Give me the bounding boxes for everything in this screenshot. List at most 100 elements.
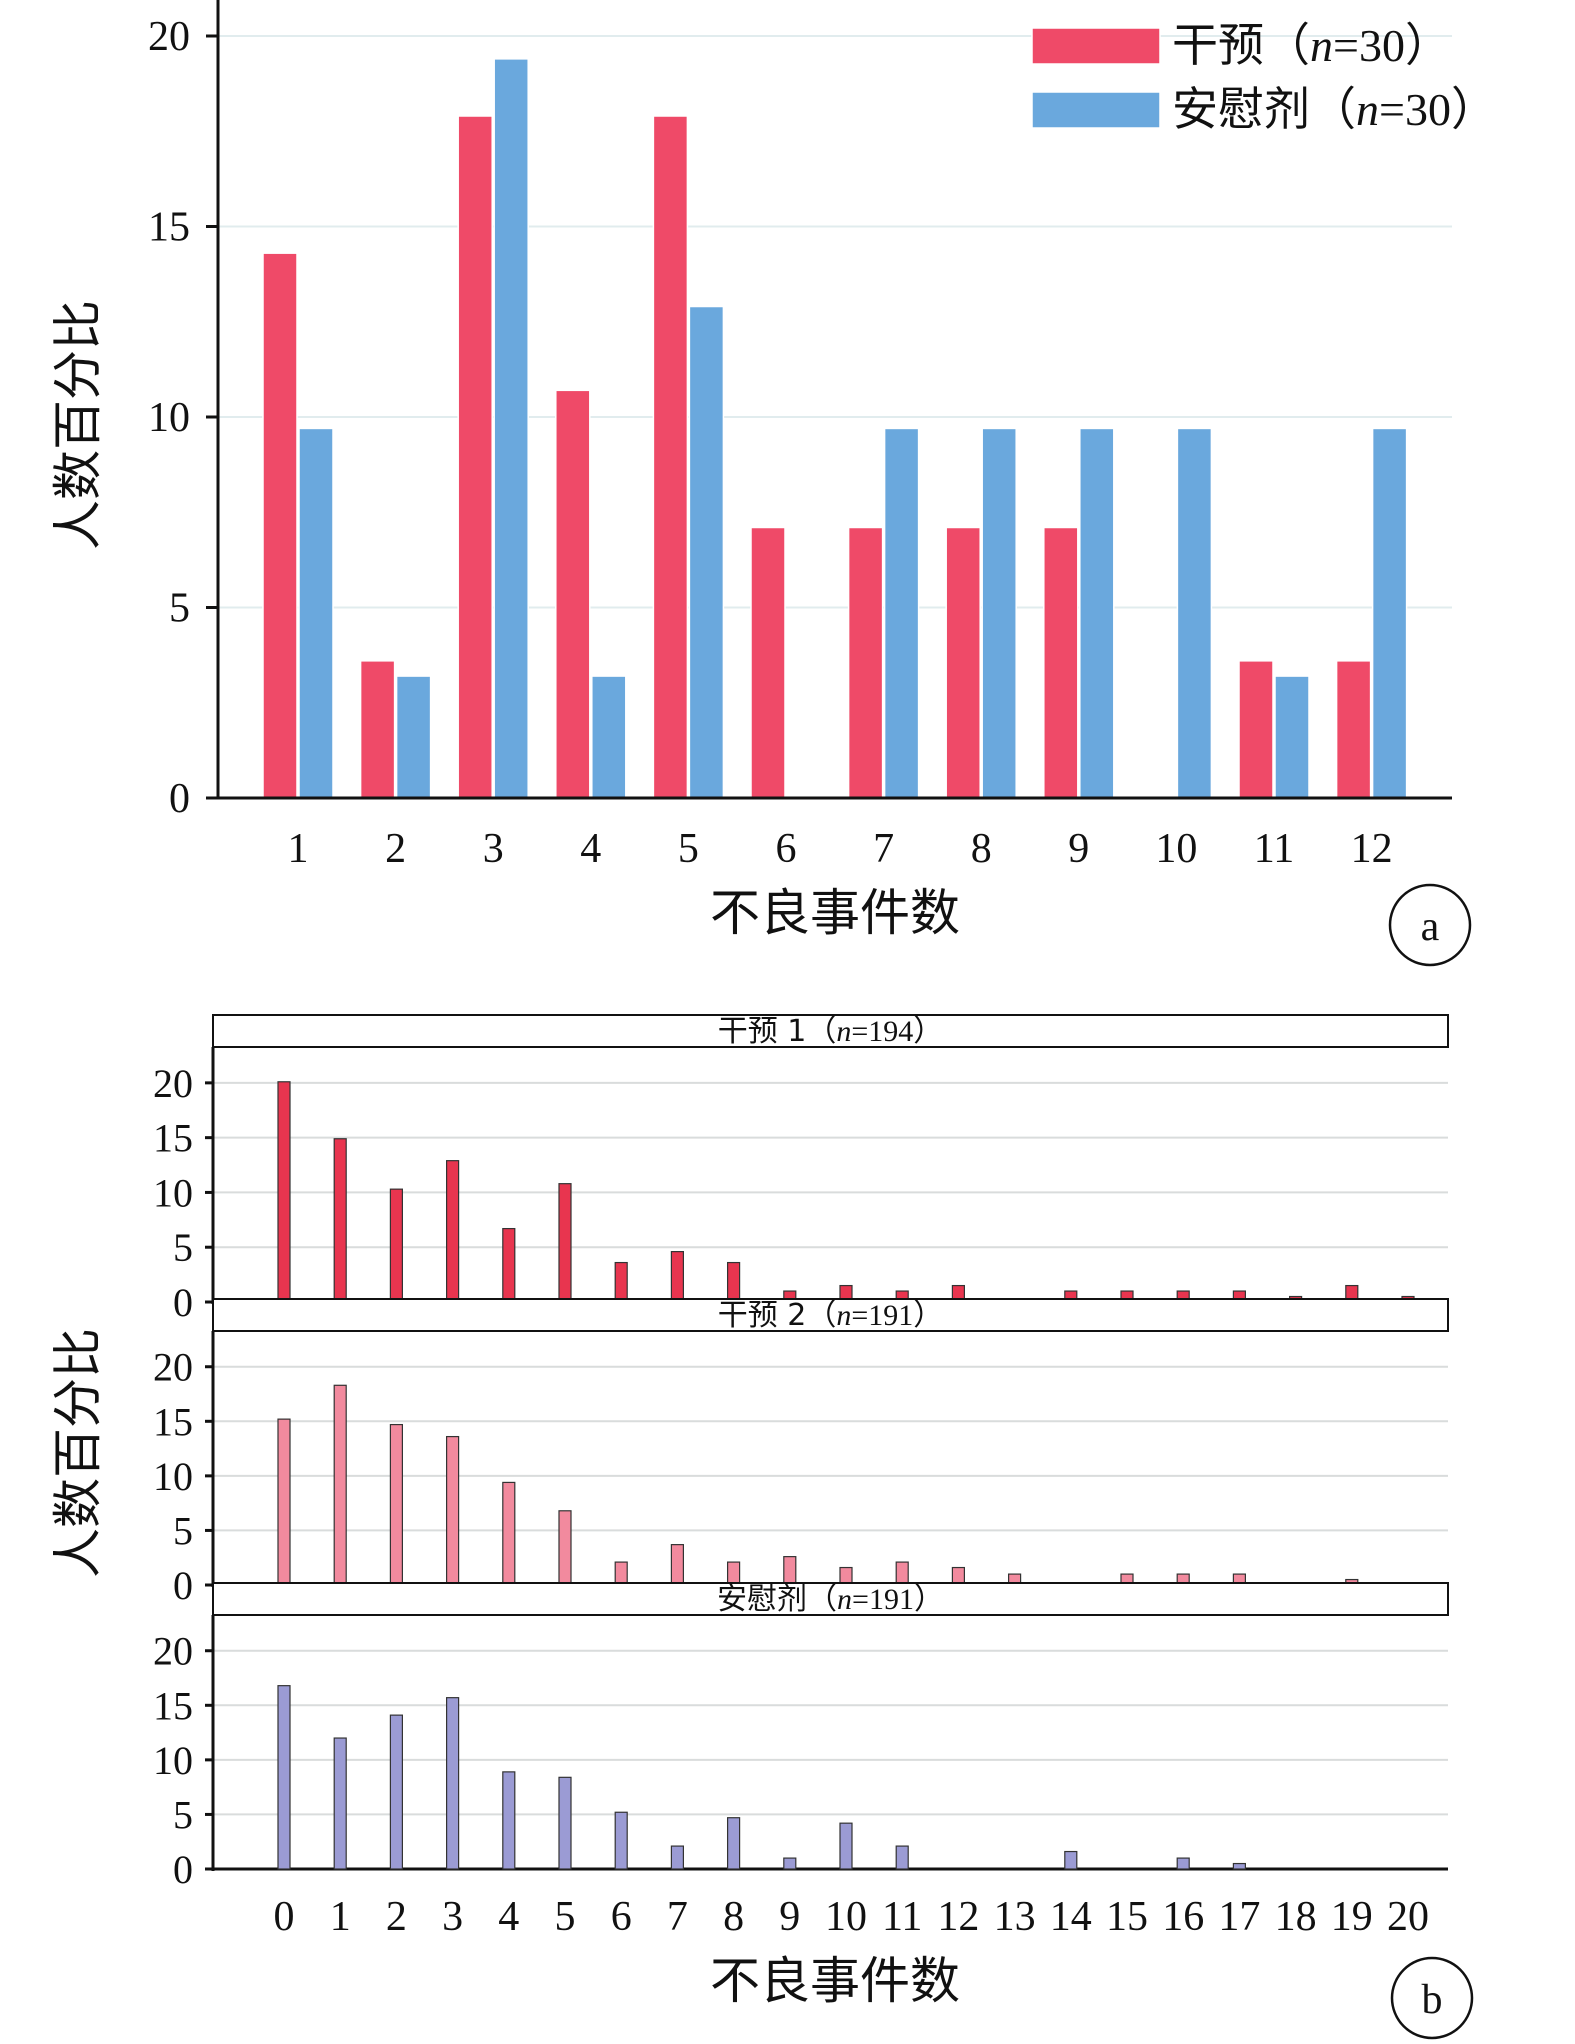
panel-b-bar-1-5 <box>558 1183 572 1303</box>
panel-b-y-tick-label: 15 <box>153 1116 193 1161</box>
panel-a-x-tick-label: 11 <box>1254 826 1294 872</box>
panel-b-bar-3-0 <box>277 1685 291 1870</box>
panel-b-bar-3-9 <box>783 1857 797 1870</box>
panel-b-bar-1-2 <box>389 1188 403 1303</box>
panel-b-x-tick-label: 12 <box>937 1894 979 1940</box>
svg-text:b: b <box>1422 1977 1443 2023</box>
panel-b-bar-1-0 <box>277 1081 291 1303</box>
panel-a-label: a <box>1388 883 1472 967</box>
panel-a-y-tick-label: 0 <box>169 776 190 822</box>
panel-a-x-tick-label: 3 <box>483 826 504 872</box>
panel-a-gridlines <box>206 34 1452 800</box>
panel-b-bar-3-6 <box>614 1811 628 1870</box>
panel-a-legend-label: 干预（n=30） <box>1172 18 1451 72</box>
panel-a-x-tick-labels: 1 2 3 4 5 6 7 8 9 10 11 12 <box>288 826 1393 872</box>
panel-b-y-tick-label: 20 <box>153 1629 193 1674</box>
panel-b-y-tick-label: 10 <box>153 1738 193 1783</box>
panel-a-bar-placebo-10 <box>1176 427 1213 799</box>
panel-b-facet-title: 安慰剂（n=191） <box>717 1582 944 1617</box>
panel-a-bar-placebo-4 <box>591 675 627 799</box>
panel-a-bar-intervention-6 <box>750 526 786 799</box>
panel-a-bar-intervention-9 <box>1043 526 1079 799</box>
panel-a-bar-intervention-11 <box>1238 660 1274 799</box>
panel-b-x-tick-label: 8 <box>723 1894 744 1940</box>
panel-b-bar-3-14 <box>1064 1850 1078 1870</box>
panel-b-x-tick-label: 0 <box>274 1894 295 1940</box>
panel-b-y-tick-label: 5 <box>173 1792 193 1837</box>
panel-a-x-axis-label: 不良事件数 <box>710 884 960 942</box>
panel-b-x-tick-label: 7 <box>667 1894 688 1940</box>
panel-a-x-tick-label: 6 <box>776 826 797 872</box>
panel-b-x-tick-label: 19 <box>1331 1894 1373 1940</box>
panel-b-y-tick-label: 0 <box>173 1847 193 1892</box>
panel-b-label: b <box>1390 1956 1474 2040</box>
panel-a-bar-intervention-1 <box>262 252 298 799</box>
panel-b-bar-3-8 <box>726 1817 741 1870</box>
panel-a-x-tick-label: 12 <box>1351 826 1393 872</box>
panel-a-bar-placebo-7 <box>883 427 920 799</box>
panel-a-bar-intervention-4 <box>555 389 591 799</box>
panel-b-x-tick-label: 10 <box>825 1894 867 1940</box>
panel-b-bar-3-7 <box>670 1845 685 1870</box>
panel-b-bar-1-7 <box>670 1250 685 1303</box>
panel-b-y-tick-label: 10 <box>153 1454 193 1499</box>
panel-a-legend-swatch <box>1031 27 1161 65</box>
panel-a-bar-intervention-12 <box>1335 660 1372 799</box>
panel-a-bar-intervention-7 <box>847 526 884 799</box>
svg-text:a: a <box>1421 904 1440 950</box>
panel-a-x-tick-label: 5 <box>678 826 699 872</box>
panel-b-x-tick-label: 15 <box>1106 1894 1148 1940</box>
panel-a-y-tick-label: 5 <box>169 586 190 632</box>
panel-b-x-tick-label: 20 <box>1387 1894 1429 1940</box>
panel-b-bar-2-5 <box>558 1510 572 1586</box>
panel-b-x-tick-label: 18 <box>1275 1894 1317 1940</box>
panel-b-x-tick-label: 16 <box>1162 1894 1204 1940</box>
panel-a-bar-placebo-8 <box>981 427 1017 799</box>
panel-b-y-tick-label: 15 <box>153 1399 193 1444</box>
panel-b-x-tick-label: 5 <box>555 1894 576 1940</box>
panel-b-y-tick-label: 15 <box>153 1683 193 1728</box>
panel-a-x-tick-label: 2 <box>385 826 406 872</box>
panel-b-facet-title: 干预 2（n=191） <box>718 1298 944 1333</box>
panel-b-x-tick-label: 9 <box>779 1894 800 1940</box>
panel-a-x-tick-label: 8 <box>971 826 992 872</box>
panel-b-bar-3-17 <box>1232 1862 1247 1870</box>
panel-b-y-axis-label: 人数百分比 <box>49 1328 107 1578</box>
panel-a-legend-label: 安慰剂（n=30） <box>1172 82 1497 136</box>
panel-b-bar-3-5 <box>558 1776 572 1870</box>
panel-a-bar-placebo-5 <box>688 305 725 799</box>
panel-b-y-tick-label: 20 <box>153 1061 193 1106</box>
panel-b-y-tick-label: 10 <box>153 1170 193 1215</box>
panel-b-y-tick-label: 0 <box>173 1563 193 1608</box>
panel-b-y-tick-label: 0 <box>173 1280 193 1325</box>
panel-b-facet-2: 干预 2（n=191） 0 5 10 15 20 <box>153 1298 1449 1608</box>
panel-a-bar-intervention-2 <box>359 660 396 799</box>
panel-b-x-tick-labels: 0 1 2 3 4 5 6 7 8 9 10 11 12 13 14 15 16 17 18 19 20 <box>274 1894 1430 1940</box>
panel-b-x-tick-label: 6 <box>611 1894 632 1940</box>
panel-a-bar-placebo-11 <box>1274 675 1310 799</box>
panel-b-bar-1-4 <box>502 1227 516 1303</box>
panel-b-bar-1-6 <box>614 1261 628 1303</box>
panel-b-facet-1: 干预 1（n=194） 0 5 10 15 20 <box>153 1014 1449 1325</box>
panel-a-bar-intervention-3 <box>457 115 493 799</box>
panel-a-bars <box>262 58 1408 799</box>
panel-a-bar-placebo-12 <box>1371 427 1408 799</box>
panel-b-bar-3-11 <box>895 1845 909 1870</box>
panel-b-bar-2-4 <box>502 1481 516 1586</box>
panel-b-bar-3-10 <box>839 1822 853 1870</box>
panel-b-x-tick-label: 14 <box>1050 1894 1092 1940</box>
panel-b-facet-title: 干预 1（n=194） <box>718 1014 944 1049</box>
panel-a-x-tick-label: 10 <box>1155 826 1197 872</box>
panel-a-y-tick-labels: 0 5 10 15 20 <box>148 14 190 822</box>
panel-b-x-tick-label: 13 <box>994 1894 1036 1940</box>
panel-b-bar-2-11 <box>895 1561 909 1586</box>
panel-b-bar-3-2 <box>389 1714 403 1870</box>
panel-b-y-tick-label: 5 <box>173 1508 193 1553</box>
panel-b-x-tick-label: 3 <box>442 1894 463 1940</box>
panel-a-legend-swatch <box>1031 91 1161 129</box>
panel-b-facet-strip <box>212 1582 1449 1616</box>
panel-b-x-tick-label: 2 <box>386 1894 407 1940</box>
panel-b-facets: 干预 1（n=194） 0 5 10 15 20 干预 2（n=191） 0 5 10 15 20 安慰… <box>153 1014 1449 1892</box>
